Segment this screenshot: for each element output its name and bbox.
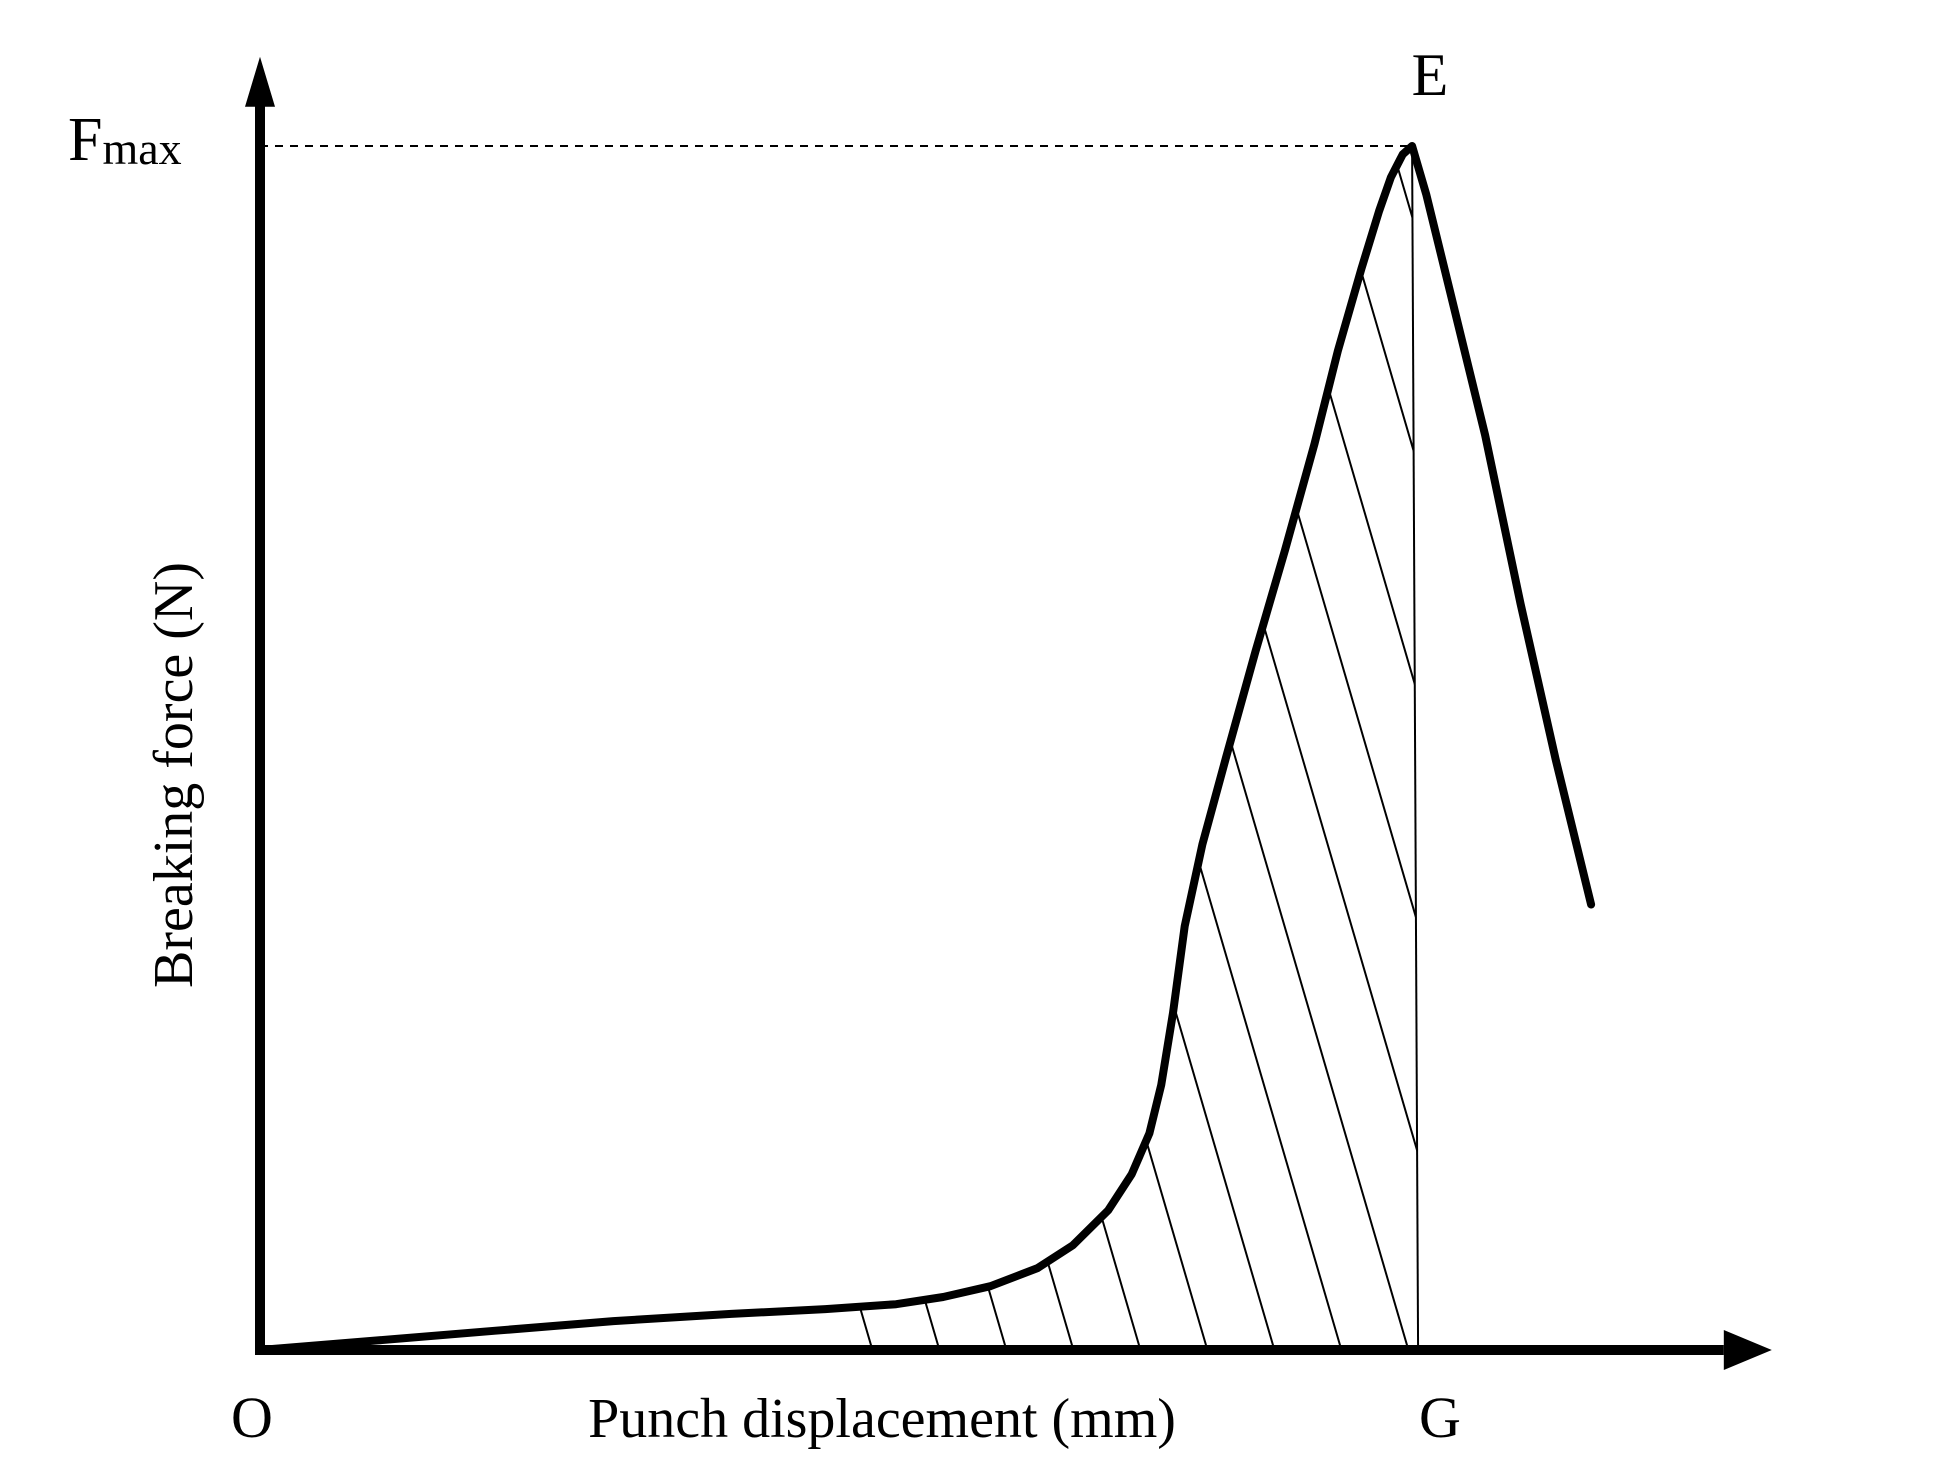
origin-label: O [231,1385,273,1450]
hatch-line [1362,146,1419,1350]
force-displacement-curve [256,142,1596,1354]
fmax-label-main: F [68,106,102,174]
fmax-label-sub: max [102,123,181,174]
hatch-line [1430,50,1810,1350]
y-axis-label: Breaking force (N) [143,562,205,988]
hatch-line [893,146,1276,1350]
x-axis-label: Punch displacement (mm) [588,1388,1176,1450]
peak-e-label: E [1412,42,1449,108]
hatch-line [1765,50,1939,1350]
hatch-line [825,146,1075,1350]
y-axis-arrowhead [245,56,275,107]
hatch-line [825,146,874,1350]
hatch-line [1564,50,1939,1350]
hatch-line [825,146,1008,1350]
hatch-line [1832,50,1939,1350]
hatch-line [1497,50,1877,1350]
hatch-line [1899,50,1939,1350]
hatch-line [1631,50,1939,1350]
peak-vertical-line [1411,145,1420,1351]
g-point-label: G [1419,1385,1461,1450]
hatch-line [825,146,941,1350]
x-axis-arrowhead [1723,1330,1772,1370]
hatch-line [826,146,1209,1350]
fmax-label: Fmax [68,106,182,174]
hatch-line [825,146,1142,1350]
hatch-line [425,50,805,1350]
shaded-area-hatch [425,50,1939,1350]
hatch-line [1698,50,1939,1350]
